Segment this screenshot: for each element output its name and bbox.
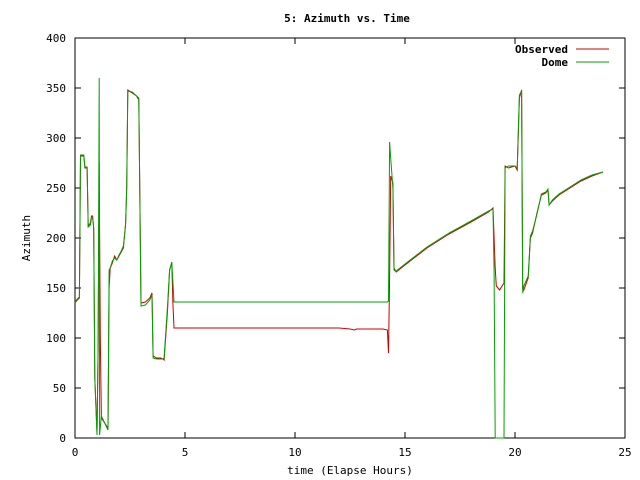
legend-label-dome: Dome: [542, 56, 569, 69]
y-axis-label: Azimuth: [20, 215, 33, 261]
y-tick-label: 50: [53, 382, 66, 395]
series-line-observed: [74, 89, 604, 434]
y-tick-label: 100: [46, 332, 66, 345]
y-tick-label: 300: [46, 132, 66, 145]
x-axis-label: time (Elapse Hours): [287, 464, 413, 477]
plot-frame: [74, 37, 626, 439]
x-tick-label: 25: [618, 446, 631, 459]
x-tick-label: 10: [288, 446, 301, 459]
y-tick-label: 400: [46, 32, 66, 45]
legend-label-observed: Observed: [515, 43, 568, 56]
chart-title: 5: Azimuth vs. Time: [284, 12, 410, 25]
y-tick-label: 200: [46, 232, 66, 245]
y-tick-label: 150: [46, 282, 66, 295]
y-tick-label: 250: [46, 182, 66, 195]
x-tick-label: 15: [398, 446, 411, 459]
x-tick-label: 0: [72, 446, 79, 459]
series-line-dome: [74, 77, 604, 439]
y-tick-label: 0: [59, 432, 66, 445]
x-axis: 0 5 10 15 20 25: [72, 38, 632, 459]
x-tick-label: 20: [508, 446, 521, 459]
y-axis: 0 50 100 150 200 250 300 350 400: [46, 32, 625, 445]
series-layer: [74, 77, 604, 439]
x-tick-label: 5: [182, 446, 189, 459]
y-tick-label: 350: [46, 82, 66, 95]
